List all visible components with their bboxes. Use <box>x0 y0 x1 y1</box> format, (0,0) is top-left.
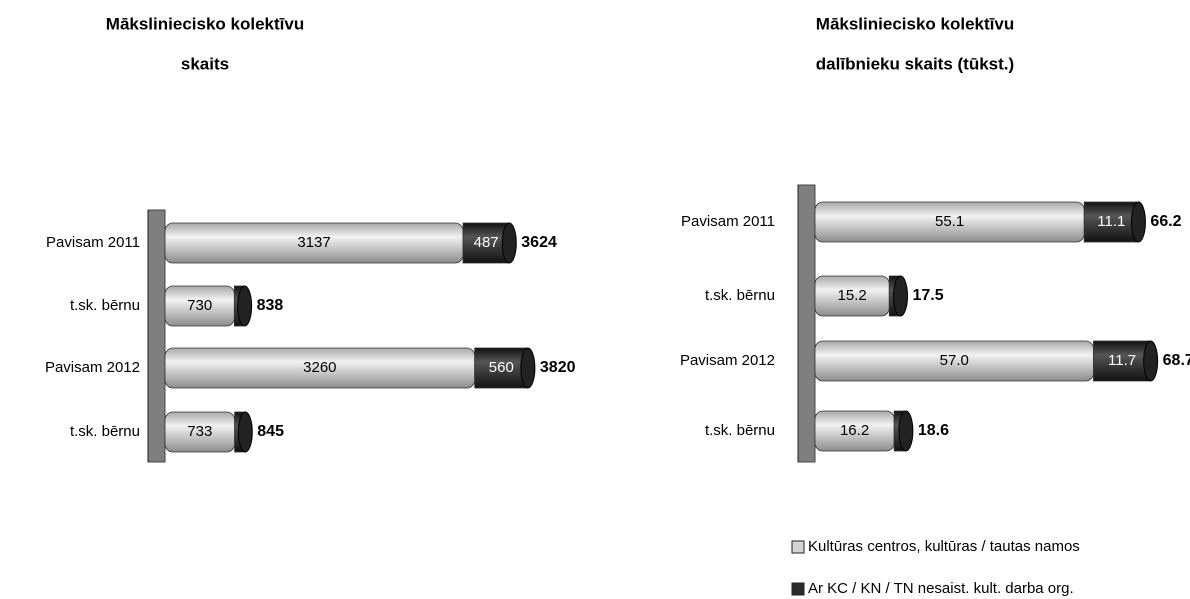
value-label: 560 <box>489 359 514 376</box>
category-label: t.sk. bērnu <box>70 297 140 314</box>
value-label: 730 <box>187 297 212 314</box>
category-label: t.sk. bērnu <box>705 422 775 439</box>
value-label: 15.2 <box>838 287 867 304</box>
value-label: 487 <box>474 234 499 251</box>
total-label: 18.6 <box>918 422 949 439</box>
legend-label: Kultūras centros, kultūras / tautas namo… <box>808 538 1080 555</box>
total-label: 17.5 <box>913 287 944 304</box>
total-label: 66.2 <box>1150 213 1181 230</box>
bar-cap <box>501 222 517 264</box>
value-label: 11.1 <box>1097 213 1125 230</box>
bar-cap <box>1130 201 1146 243</box>
value-label: 733 <box>187 423 212 440</box>
bar-cap <box>237 411 253 453</box>
legend-label: Ar KC / KN / TN nesaist. kult. darba org… <box>808 580 1074 597</box>
bar-cap <box>898 410 914 452</box>
bar-segment <box>474 347 529 389</box>
bar-cap <box>237 285 253 327</box>
bar-cap <box>520 347 536 389</box>
category-label: Pavisam 2011 <box>681 213 775 230</box>
category-label: Pavisam 2012 <box>45 359 140 376</box>
bar-cap <box>1143 340 1159 382</box>
total-label: 68.7 <box>1163 352 1190 369</box>
legend-swatch <box>791 582 805 596</box>
chart-title: Māksliniecisko kolektīvu <box>816 14 1014 33</box>
category-label: t.sk. bērnu <box>70 423 140 440</box>
value-label: 3260 <box>303 359 336 376</box>
chart-title: Māksliniecisko kolektīvu <box>106 14 304 33</box>
total-label: 838 <box>257 297 284 314</box>
chart-title: skaits <box>181 54 229 73</box>
total-label: 3820 <box>540 359 576 376</box>
category-label: Pavisam 2012 <box>680 352 775 369</box>
value-label: 11.7 <box>1108 352 1136 369</box>
category-label: t.sk. bērnu <box>705 287 775 304</box>
chart-title: dalībnieku skaits (tūkst.) <box>816 54 1014 73</box>
bar-segment <box>462 222 510 264</box>
value-label: 57.0 <box>940 352 969 369</box>
back-wall <box>147 209 166 463</box>
bar-cap <box>893 275 908 317</box>
total-label: 845 <box>257 423 284 440</box>
value-label: 55.1 <box>935 213 964 230</box>
category-label: Pavisam 2011 <box>46 234 140 251</box>
bar-segment <box>1093 340 1152 382</box>
value-label: 3137 <box>297 234 330 251</box>
back-wall <box>797 184 816 463</box>
legend-swatch <box>791 540 805 554</box>
value-label: 16.2 <box>840 422 869 439</box>
total-label: 3624 <box>521 234 557 251</box>
